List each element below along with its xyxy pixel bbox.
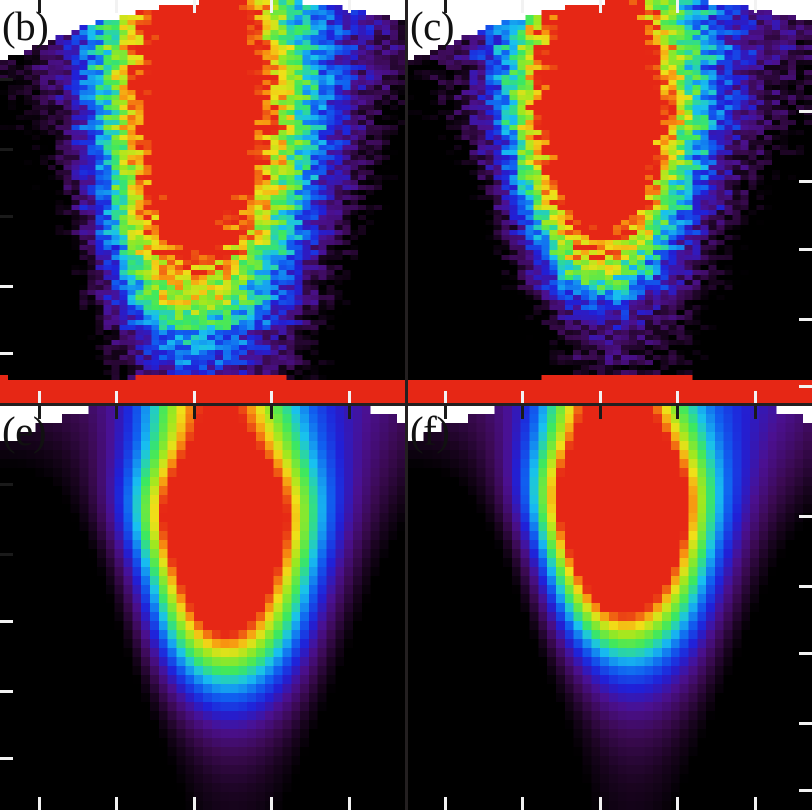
axis-tick-top-left-2 [193, 0, 196, 13]
axis-tick-midtop-right-2 [599, 406, 602, 419]
axis-tick-bottom-left-1 [115, 797, 118, 810]
axis-tick-right-top-4 [799, 385, 812, 388]
panel-divider-horizontal [0, 403, 812, 406]
panel-label-b: (b) [2, 3, 49, 49]
axis-tick-top-right-3 [676, 0, 679, 13]
axis-tick-bottom-right-1 [521, 797, 524, 810]
axis-tick-right-top-3 [799, 318, 812, 321]
axis-tick-top-left-0 [38, 0, 41, 13]
axis-tick-left-top-0 [0, 78, 13, 81]
axis-tick-right-bottom-1 [799, 585, 812, 588]
axis-tick-mid-left-3 [270, 391, 273, 404]
axis-tick-top-right-1 [521, 0, 524, 13]
axis-tick-left-bottom-1 [0, 553, 13, 556]
axis-tick-midtop-right-3 [676, 406, 679, 419]
panel-label-f: (f) [410, 408, 450, 454]
axis-tick-left-top-4 [0, 352, 13, 355]
heatmap-panel-e[interactable] [0, 405, 406, 810]
axis-tick-mid-right-3 [676, 391, 679, 404]
axis-tick-top-right-0 [444, 0, 447, 13]
axis-tick-top-left-1 [115, 0, 118, 13]
axis-tick-right-top-0 [799, 110, 812, 113]
axis-tick-midtop-right-0 [444, 406, 447, 419]
axis-tick-bottom-left-0 [38, 797, 41, 810]
axis-tick-left-top-1 [0, 148, 13, 151]
axis-tick-left-top-2 [0, 215, 13, 218]
axis-tick-midtop-right-4 [754, 406, 757, 419]
axis-tick-bottom-right-2 [599, 797, 602, 810]
axis-tick-left-top-3 [0, 285, 13, 288]
axis-tick-right-bottom-2 [799, 652, 812, 655]
axis-tick-right-bottom-0 [799, 515, 812, 518]
axis-tick-left-bottom-0 [0, 483, 13, 486]
panel-label-c: (c) [410, 3, 455, 49]
heatmap-canvas-e [0, 405, 406, 810]
axis-tick-mid-right-2 [599, 391, 602, 404]
axis-tick-left-bottom-3 [0, 690, 13, 693]
axis-tick-bottom-left-2 [193, 797, 196, 810]
axis-tick-mid-left-2 [193, 391, 196, 404]
heatmap-canvas-f [406, 405, 812, 810]
axis-tick-right-bottom-4 [799, 789, 812, 792]
axis-tick-mid-right-1 [521, 391, 524, 404]
axis-tick-top-left-4 [348, 0, 351, 13]
axis-tick-left-bottom-4 [0, 757, 13, 760]
axis-tick-right-top-2 [799, 248, 812, 251]
axis-tick-midtop-left-0 [38, 406, 41, 419]
heatmap-panel-f[interactable] [406, 405, 812, 810]
axis-tick-top-right-4 [754, 0, 757, 13]
heatmap-canvas-c [406, 0, 812, 405]
axis-tick-mid-left-1 [115, 391, 118, 404]
heatmap-panel-c[interactable] [406, 0, 812, 405]
heatmap-canvas-b [0, 0, 406, 405]
axis-tick-bottom-right-0 [444, 797, 447, 810]
axis-tick-mid-left-0 [38, 391, 41, 404]
axis-tick-bottom-left-4 [348, 797, 351, 810]
axis-tick-bottom-right-4 [754, 797, 757, 810]
axis-tick-midtop-right-1 [521, 406, 524, 419]
axis-tick-midtop-left-2 [193, 406, 196, 419]
axis-tick-bottom-right-3 [676, 797, 679, 810]
axis-tick-mid-right-0 [444, 391, 447, 404]
axis-tick-bottom-left-3 [270, 797, 273, 810]
axis-tick-mid-right-4 [754, 391, 757, 404]
axis-tick-midtop-left-4 [348, 406, 351, 419]
axis-tick-midtop-left-3 [270, 406, 273, 419]
axis-tick-midtop-left-1 [115, 406, 118, 419]
axis-tick-right-top-1 [799, 180, 812, 183]
axis-tick-mid-left-4 [348, 391, 351, 404]
heatmap-panel-b[interactable] [0, 0, 406, 405]
axis-tick-top-left-3 [270, 0, 273, 13]
axis-tick-right-bottom-3 [799, 722, 812, 725]
axis-tick-top-right-2 [599, 0, 602, 13]
axis-tick-left-bottom-2 [0, 620, 13, 623]
